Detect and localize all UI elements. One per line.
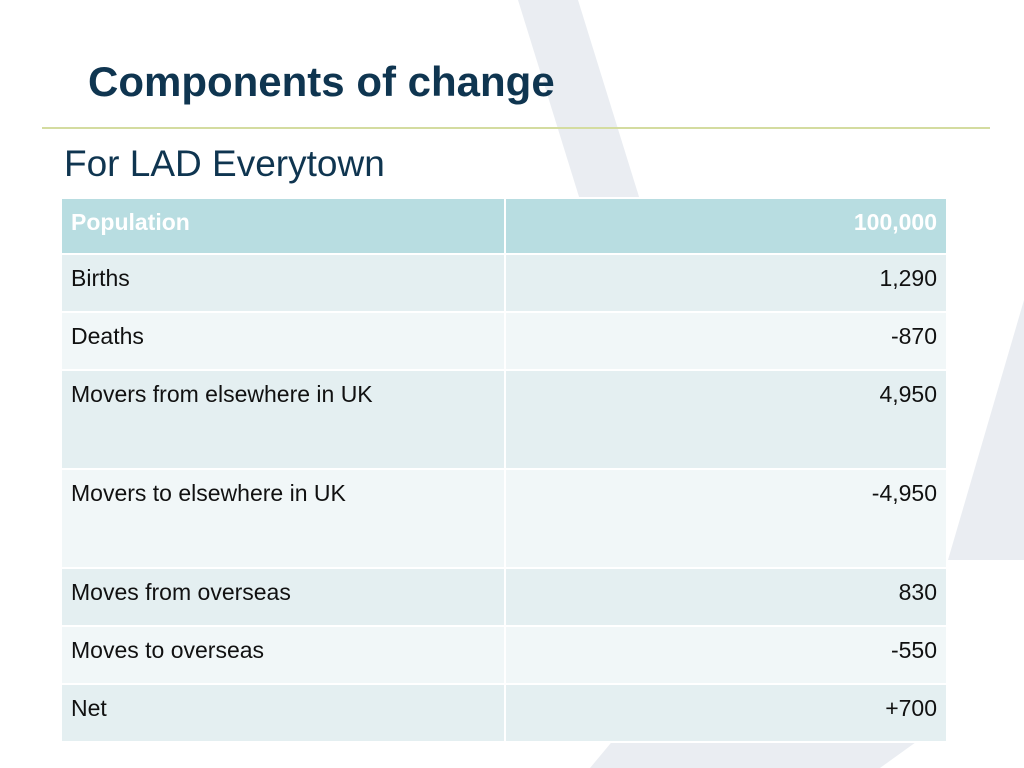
decor-stripe-top: [518, 0, 640, 200]
row-label: Net: [60, 683, 506, 743]
table-row-net: Net +700: [60, 683, 948, 743]
row-label: Births: [60, 253, 506, 313]
table-body: Births 1,290 Deaths -870 Movers from els…: [60, 253, 948, 743]
table-row-moves-from-overseas: Moves from overseas 830: [60, 567, 948, 627]
table-header: Population 100,000: [60, 197, 948, 255]
row-value: -550: [504, 625, 948, 685]
table-row-movers-to-uk: Movers to elsewhere in UK -4,950: [60, 468, 948, 569]
row-label: Moves to overseas: [60, 625, 506, 685]
title-divider: [42, 127, 990, 129]
table-header-row: Population 100,000: [60, 197, 948, 255]
row-label: Movers to elsewhere in UK: [60, 468, 506, 569]
table-row-deaths: Deaths -870: [60, 311, 948, 371]
row-value: 1,290: [504, 253, 948, 313]
table-row-movers-from-uk: Movers from elsewhere in UK 4,950: [60, 369, 948, 470]
row-value: -870: [504, 311, 948, 371]
row-value: 830: [504, 567, 948, 627]
decor-stripe-right: [948, 300, 1024, 560]
components-of-change-table: Population 100,000 Births 1,290 Deaths -…: [60, 197, 948, 743]
row-value: -4,950: [504, 468, 948, 569]
header-cell-value: 100,000: [504, 197, 948, 255]
row-value: +700: [504, 683, 948, 743]
table-row-births: Births 1,290: [60, 253, 948, 313]
row-label: Movers from elsewhere in UK: [60, 369, 506, 470]
table-row-moves-to-overseas: Moves to overseas -550: [60, 625, 948, 685]
row-value: 4,950: [504, 369, 948, 470]
slide-title: Components of change: [88, 58, 555, 105]
slide-subtitle: For LAD Everytown: [64, 143, 385, 184]
row-label: Moves from overseas: [60, 567, 506, 627]
header-cell-label: Population: [60, 197, 506, 255]
row-label: Deaths: [60, 311, 506, 371]
